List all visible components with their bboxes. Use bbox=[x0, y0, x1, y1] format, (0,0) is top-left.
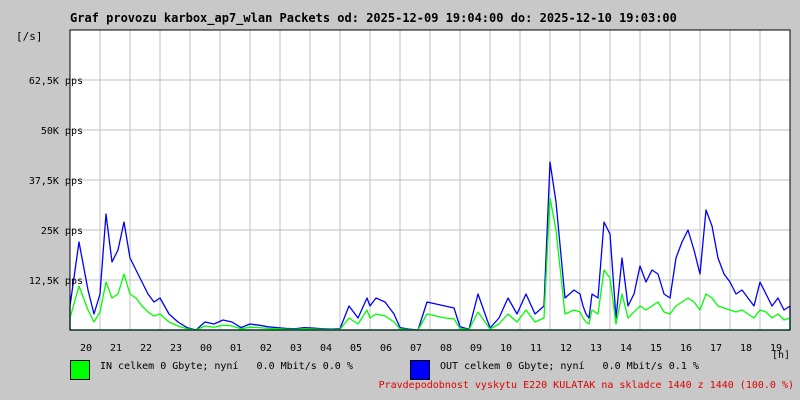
x-tick-labels: 20 21 22 23 00 01 02 03 04 05 06 07 08 09 10 11 12 13 14 15… bbox=[80, 343, 782, 354]
x-tick-label: 01 bbox=[230, 343, 242, 354]
x-tick-label: 07 bbox=[410, 343, 422, 354]
x-tick-label: 05 bbox=[350, 343, 362, 354]
x-tick-label: 21 bbox=[110, 343, 122, 354]
in-legend-swatch bbox=[70, 360, 90, 380]
y-tick-label: 25K pps bbox=[41, 226, 83, 237]
x-tick-label: 14 bbox=[620, 343, 632, 354]
plot-frame bbox=[69, 29, 791, 331]
y-tick-labels: 12,5K pps 25K pps 37,5K pps 50K pps 62,5K pp… bbox=[29, 76, 83, 287]
x-tick-label: 19 bbox=[770, 343, 782, 354]
x-tick-label: 03 bbox=[290, 343, 302, 354]
x-tick-label: 20 bbox=[80, 343, 92, 354]
x-tick-label: 11 bbox=[530, 343, 542, 354]
x-tick-label: 13 bbox=[590, 343, 602, 354]
x-axis-unit: [h] bbox=[772, 350, 791, 361]
x-tick-label: 17 bbox=[710, 343, 722, 354]
chart-title: Graf provozu karbox_ap7_wlan Packets od:… bbox=[70, 11, 677, 25]
x-tick-label: 06 bbox=[380, 343, 392, 354]
x-tick-label: 00 bbox=[200, 343, 212, 354]
x-tick-label: 08 bbox=[440, 343, 452, 354]
x-tick-label: 10 bbox=[500, 343, 512, 354]
in-legend-label: IN celkem 0 Gbyte; nyní 0.0 Mbit/s 0.0 % bbox=[100, 361, 353, 372]
x-tick-label: 23 bbox=[170, 343, 182, 354]
x-tick-label: 22 bbox=[140, 343, 152, 354]
x-tick-label: 16 bbox=[680, 343, 692, 354]
x-tick-label: 09 bbox=[470, 343, 482, 354]
series-out-line bbox=[69, 161, 791, 331]
x-tick-label: 18 bbox=[740, 343, 752, 354]
x-tick-label: 04 bbox=[320, 343, 332, 354]
x-tick-label: 12 bbox=[560, 343, 572, 354]
grid-lines bbox=[70, 30, 790, 330]
footer-note: Pravdepodobnost vyskytu E220 KULATAK na … bbox=[378, 380, 794, 391]
x-tick-label: 02 bbox=[260, 343, 272, 354]
series-in-line bbox=[69, 197, 791, 331]
y-tick-label: 50K pps bbox=[41, 126, 83, 137]
y-tick-label: 12,5K pps bbox=[29, 276, 83, 287]
series-layer bbox=[69, 161, 791, 331]
x-tick-label: 15 bbox=[650, 343, 662, 354]
y-tick-label: 62,5K pps bbox=[29, 76, 83, 87]
y-tick-label: 37,5K pps bbox=[29, 176, 83, 187]
y-axis-unit: [/s] bbox=[16, 30, 43, 43]
out-legend-swatch bbox=[410, 360, 430, 380]
out-legend-label: OUT celkem 0 Gbyte; nyní 0.0 Mbit/s 0.1 … bbox=[440, 361, 699, 372]
